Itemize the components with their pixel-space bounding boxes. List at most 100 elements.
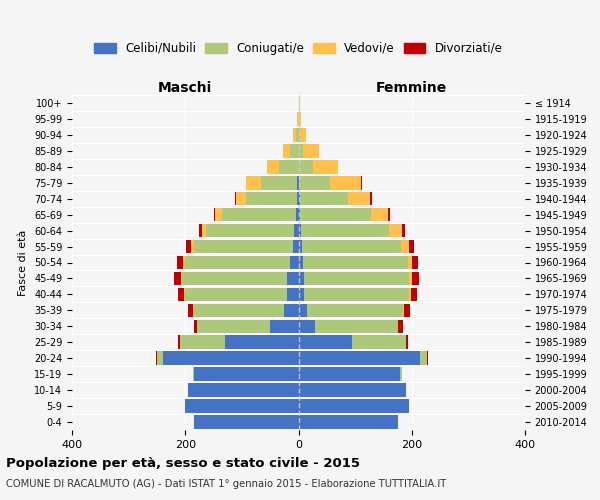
Bar	[299, 320, 316, 333]
Bar	[296, 208, 299, 222]
Bar	[316, 320, 398, 333]
Bar	[181, 272, 182, 285]
Text: Femmine: Femmine	[376, 81, 448, 95]
Bar	[304, 288, 409, 301]
Bar	[299, 224, 301, 237]
Bar	[300, 208, 371, 222]
Bar	[197, 320, 270, 333]
Bar	[163, 352, 299, 365]
Bar	[194, 415, 299, 429]
Bar	[299, 160, 313, 173]
Bar	[193, 368, 194, 381]
Bar	[303, 256, 408, 270]
Bar	[298, 112, 299, 126]
Bar	[400, 368, 401, 381]
Bar	[406, 336, 409, 349]
Bar	[182, 272, 287, 285]
Bar	[410, 288, 418, 301]
Bar	[235, 192, 236, 205]
Bar	[174, 272, 181, 285]
Bar	[194, 368, 299, 381]
Bar	[287, 288, 299, 301]
Bar	[283, 144, 290, 158]
Bar	[194, 240, 293, 254]
Bar	[297, 192, 299, 205]
Bar	[206, 224, 294, 237]
Bar	[404, 304, 410, 317]
Bar	[303, 144, 319, 158]
Bar	[301, 224, 389, 237]
Text: Maschi: Maschi	[158, 81, 212, 95]
Bar	[313, 160, 338, 173]
Bar	[270, 320, 299, 333]
Bar	[179, 336, 225, 349]
Bar	[370, 192, 371, 205]
Bar	[299, 208, 300, 222]
Bar	[299, 192, 348, 205]
Bar	[294, 224, 299, 237]
Bar	[225, 336, 299, 349]
Bar	[178, 256, 183, 270]
Bar	[184, 288, 185, 301]
Bar	[278, 160, 299, 173]
Bar	[156, 352, 157, 365]
Bar	[290, 256, 299, 270]
Bar	[352, 336, 406, 349]
Bar	[290, 144, 299, 158]
Bar	[287, 272, 299, 285]
Bar	[299, 176, 330, 190]
Bar	[214, 208, 215, 222]
Bar	[284, 304, 299, 317]
Bar	[409, 288, 410, 301]
Bar	[302, 240, 401, 254]
Bar	[299, 240, 302, 254]
Bar	[401, 240, 409, 254]
Bar	[296, 128, 299, 141]
Bar	[246, 192, 297, 205]
Bar	[194, 304, 284, 317]
Bar	[293, 128, 296, 141]
Bar	[409, 240, 414, 254]
Text: COMUNE DI RACALMUTO (AG) - Dati ISTAT 1° gennaio 2015 - Elaborazione TUTTITALIA.: COMUNE DI RACALMUTO (AG) - Dati ISTAT 1°…	[6, 479, 446, 489]
Bar	[412, 272, 419, 285]
Bar	[187, 240, 191, 254]
Bar	[199, 224, 202, 237]
Bar	[299, 384, 406, 397]
Bar	[215, 208, 222, 222]
Bar	[388, 208, 390, 222]
Bar	[299, 400, 409, 413]
Bar	[299, 144, 303, 158]
Bar	[401, 224, 405, 237]
Bar	[178, 336, 179, 349]
Bar	[183, 256, 185, 270]
Bar	[298, 176, 299, 190]
Bar	[371, 208, 388, 222]
Bar	[403, 304, 404, 317]
Bar	[299, 272, 304, 285]
Bar	[268, 160, 278, 173]
Bar	[185, 400, 299, 413]
Bar	[194, 320, 197, 333]
Bar	[260, 176, 298, 190]
Bar	[409, 272, 412, 285]
Bar	[412, 256, 418, 270]
Bar	[191, 240, 194, 254]
Bar	[202, 224, 206, 237]
Bar	[293, 240, 299, 254]
Bar	[299, 336, 352, 349]
Bar	[389, 224, 401, 237]
Bar	[420, 352, 427, 365]
Bar	[299, 288, 304, 301]
Bar	[398, 320, 403, 333]
Bar	[427, 352, 428, 365]
Bar	[299, 256, 303, 270]
Bar	[185, 256, 290, 270]
Bar	[330, 176, 361, 190]
Bar	[222, 208, 296, 222]
Bar	[247, 176, 260, 190]
Bar	[157, 352, 163, 365]
Bar	[408, 256, 412, 270]
Bar	[185, 288, 287, 301]
Bar	[299, 128, 307, 141]
Y-axis label: Fasce di età: Fasce di età	[19, 230, 28, 296]
